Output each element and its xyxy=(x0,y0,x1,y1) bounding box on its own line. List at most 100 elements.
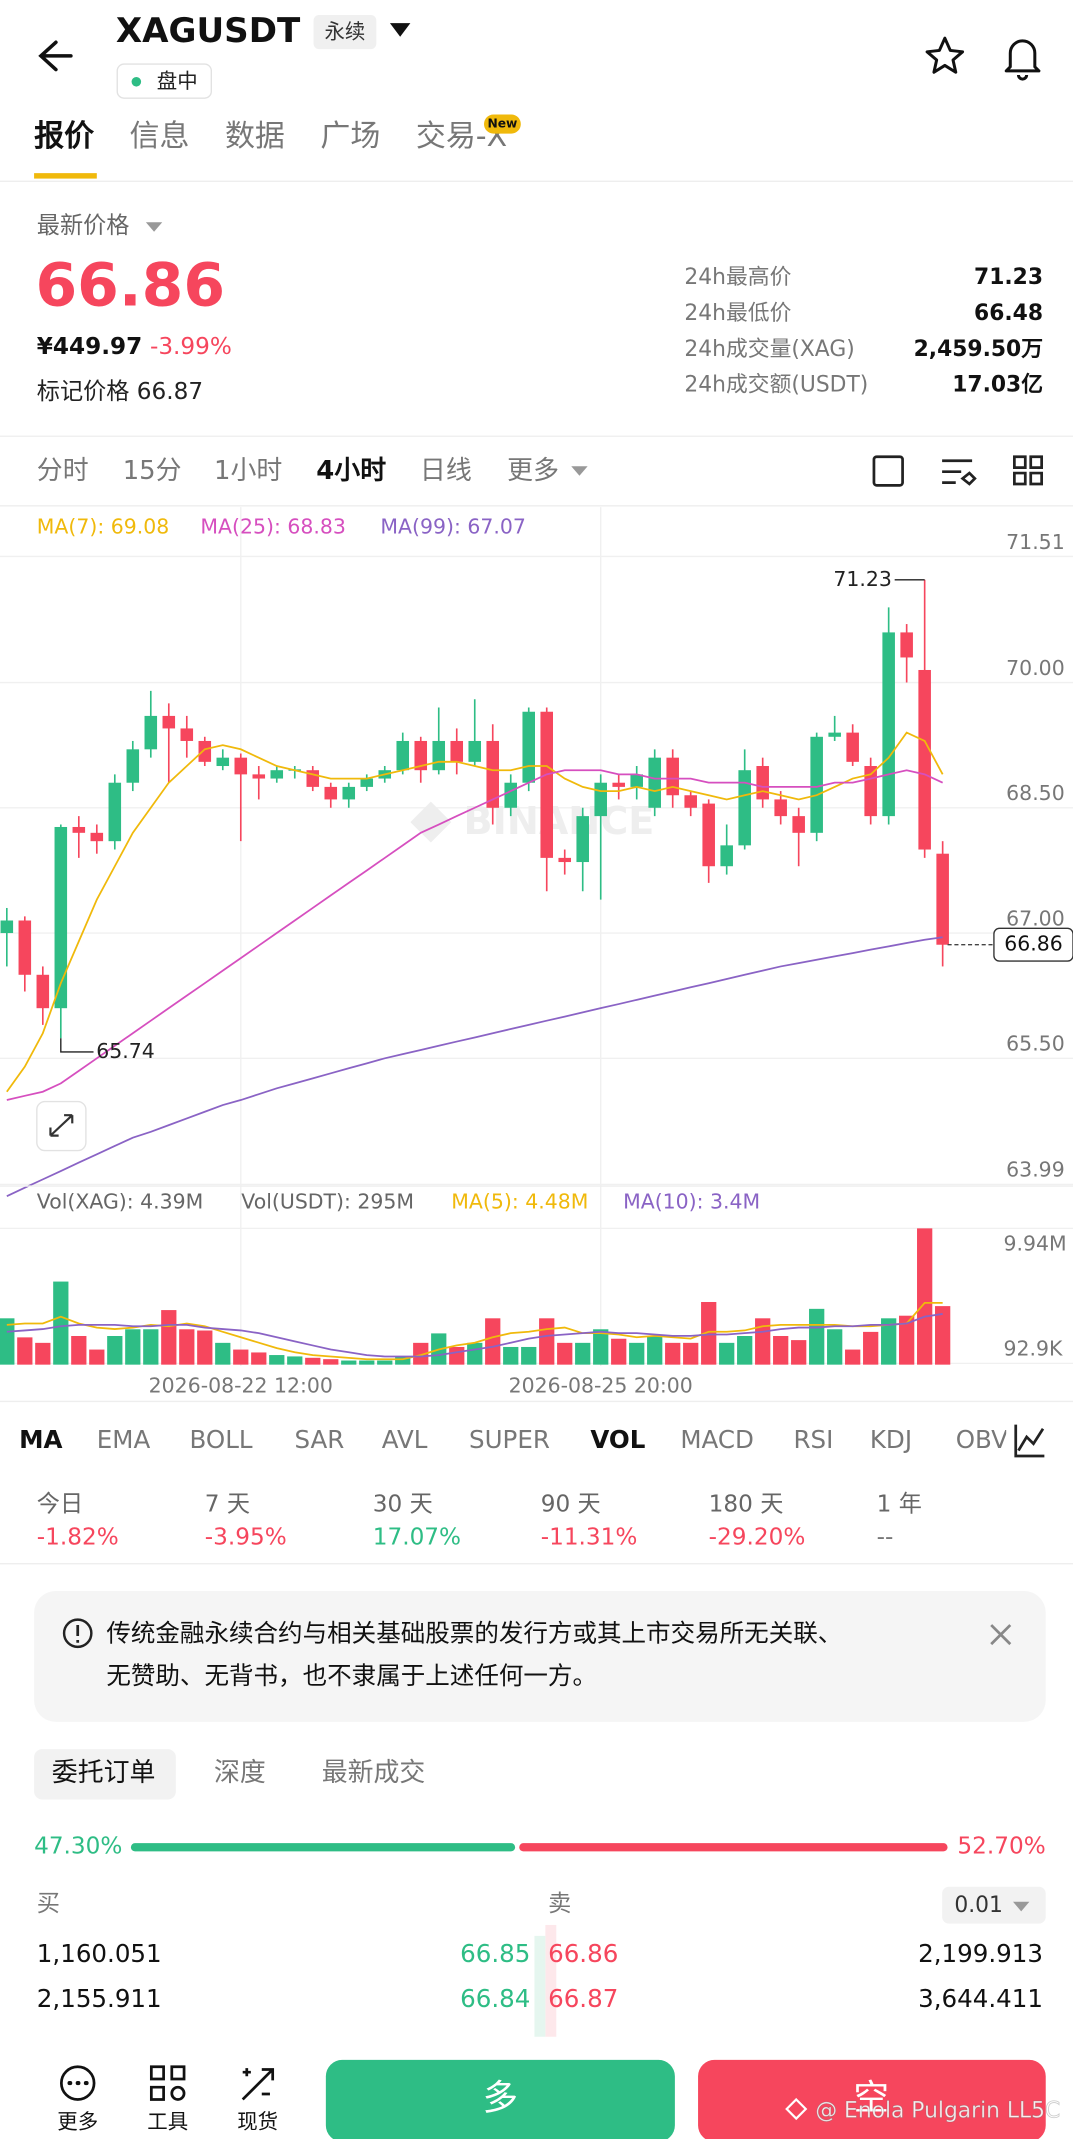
indicator-settings[interactable] xyxy=(1014,1424,1045,1458)
notice-box xyxy=(34,1590,1046,1722)
buy-ratio: 47.30% xyxy=(34,1833,122,1860)
tools-icon[interactable] xyxy=(149,2065,186,2101)
more-icon[interactable] xyxy=(59,2065,96,2101)
y-tick-label: 70.00 xyxy=(1006,656,1065,680)
candle-body xyxy=(162,715,176,729)
tab[interactable]: 信息 xyxy=(130,119,190,154)
layout-tool[interactable] xyxy=(1013,455,1044,486)
candle-body xyxy=(612,782,625,787)
stats: 24h最高价 71.23 24h最低价 66.48 24h成交量(XAG) 2,459.5… xyxy=(684,265,1043,398)
candle-body xyxy=(270,770,284,779)
interval[interactable]: 日线 xyxy=(420,456,472,486)
tab[interactable]: 报价 xyxy=(34,119,94,154)
volume-bar xyxy=(215,1342,231,1365)
tab[interactable]: 数据 xyxy=(225,119,285,154)
interval[interactable]: 分时 xyxy=(37,456,89,486)
candle-body xyxy=(486,740,500,808)
y-tick-label: 71.51 xyxy=(1006,530,1065,554)
orderbook-tab[interactable]: 委托订单 xyxy=(52,1758,156,1788)
legend-entry: MA(10): 3.4M xyxy=(623,1189,760,1213)
candle-body xyxy=(522,711,536,783)
candle-body xyxy=(846,732,859,762)
bid-amount: 2,155.911 xyxy=(37,1984,162,2013)
period-label: 今日 xyxy=(37,1491,83,1518)
nav-label: 更多 xyxy=(57,2110,98,2134)
y-tick-label: 63.99 xyxy=(1006,1158,1065,1182)
candle-body xyxy=(810,736,823,833)
volume-bar xyxy=(575,1342,591,1365)
indicator[interactable]: RSI xyxy=(794,1425,834,1454)
volume-bar xyxy=(845,1349,861,1365)
more-dropdown[interactable] xyxy=(571,466,588,476)
volume-bar xyxy=(719,1342,735,1365)
low-label: 65.74 xyxy=(96,1039,155,1063)
interval[interactable]: 1小时 xyxy=(214,456,282,486)
candle-body xyxy=(882,632,895,817)
volume-bar xyxy=(35,1342,51,1365)
volume-bar xyxy=(863,1331,879,1365)
volume-bar xyxy=(233,1349,249,1365)
indicator[interactable]: BOLL xyxy=(190,1425,253,1454)
notice-text: 传统金融永续合约与相关基础股票的发行方或其上市交易所无关联、 xyxy=(106,1619,842,1648)
indicator[interactable]: KDJ xyxy=(870,1425,912,1454)
interval[interactable]: 更多 xyxy=(507,456,559,486)
orderbook-tab[interactable]: 最新成交 xyxy=(322,1758,426,1788)
period-label: 1 年 xyxy=(877,1491,922,1518)
notification-button[interactable] xyxy=(1004,39,1041,81)
tab[interactable]: 广场 xyxy=(320,119,380,154)
interval[interactable]: 15分 xyxy=(123,456,182,486)
ask-amount: 3,644.411 xyxy=(918,1984,1043,2013)
fullscreen-tool[interactable] xyxy=(872,455,904,487)
notice-close[interactable] xyxy=(990,1624,1012,1646)
sell-ratio: 52.70% xyxy=(957,1833,1045,1860)
volume-bar xyxy=(647,1335,663,1365)
indicator[interactable]: VOL xyxy=(590,1425,645,1454)
volume-bar xyxy=(107,1335,123,1365)
back-button[interactable] xyxy=(38,40,73,72)
candle-body xyxy=(558,857,571,863)
indicator[interactable]: MA xyxy=(19,1425,62,1454)
candle-body xyxy=(792,816,805,833)
precision-dropdown xyxy=(1013,1901,1030,1912)
short-button[interactable] xyxy=(698,2059,1046,2139)
precision-select[interactable] xyxy=(942,1886,1046,1924)
indicator[interactable]: EMA xyxy=(97,1425,151,1454)
long-button[interactable] xyxy=(325,2059,675,2139)
candle-body xyxy=(630,774,643,787)
orderbook-tab[interactable]: 深度 xyxy=(214,1758,266,1788)
volume-bar xyxy=(143,1329,159,1365)
settings-tool[interactable] xyxy=(942,459,977,486)
y-tick-label: 68.50 xyxy=(1006,781,1065,805)
price-dropdown[interactable] xyxy=(145,222,163,232)
volume-bar xyxy=(899,1315,915,1365)
candle-body xyxy=(360,778,374,787)
candle-body xyxy=(756,766,769,800)
contract-type: 永续 xyxy=(325,20,366,44)
symbol-dropdown[interactable] xyxy=(389,23,411,37)
precision: 0.01 xyxy=(954,1893,1003,1918)
ratio-bar xyxy=(130,1843,948,1852)
indicator[interactable]: SAR xyxy=(294,1425,344,1454)
candle-body xyxy=(324,786,338,800)
new-badge xyxy=(484,114,521,134)
indicator[interactable]: OBV xyxy=(956,1425,1008,1454)
bid-price: 66.84 xyxy=(460,1984,530,2013)
ask-price: 66.87 xyxy=(548,1984,618,2013)
favorite-button[interactable] xyxy=(925,36,965,74)
last-price: 66.86 xyxy=(35,251,225,321)
sell-header: 卖 xyxy=(548,1890,571,1917)
ma-line xyxy=(6,769,944,1101)
stat-label: 24h最高价 xyxy=(684,265,791,290)
volume-bar xyxy=(593,1329,609,1365)
spot-icon[interactable] xyxy=(241,2068,275,2101)
indicator[interactable]: MACD xyxy=(680,1425,754,1454)
interval[interactable]: 4小时 xyxy=(316,456,386,486)
ask-price: 66.86 xyxy=(548,1939,618,1968)
expand-icon xyxy=(49,1114,74,1137)
chart-tools xyxy=(872,455,1044,487)
indicator[interactable]: SUPER xyxy=(469,1425,550,1454)
indicator[interactable]: AVL xyxy=(382,1425,428,1454)
price-label: 最新价格 xyxy=(37,212,130,239)
